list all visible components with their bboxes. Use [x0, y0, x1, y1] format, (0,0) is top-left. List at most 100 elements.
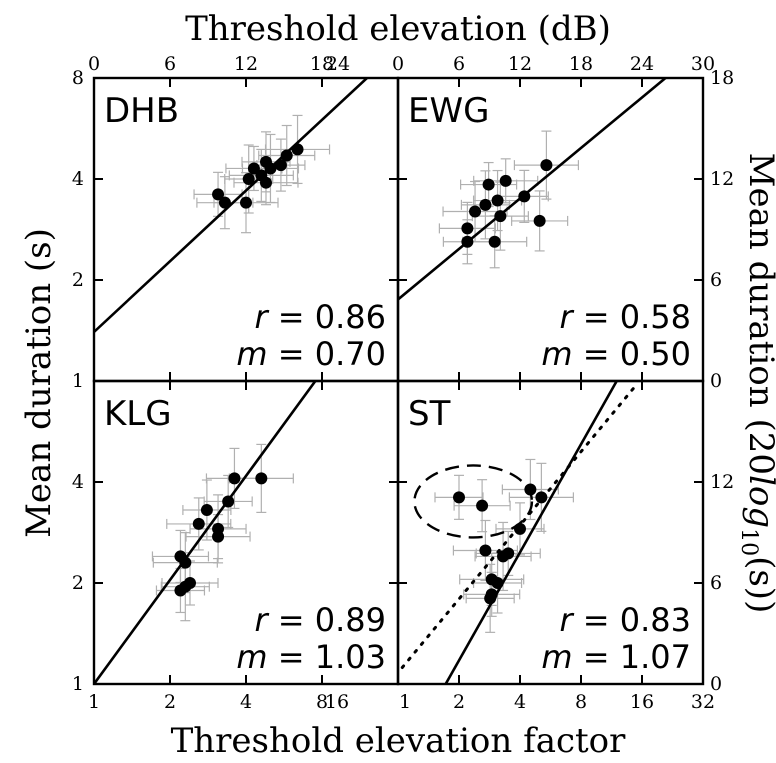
left-axis-title: Mean duration (s) — [19, 228, 59, 538]
data-point — [183, 577, 196, 589]
data-point — [540, 159, 553, 172]
right-axis-title-part-4: (s)) — [741, 556, 776, 613]
plot-area — [94, 381, 317, 684]
m-value: m = 1.03 — [236, 638, 386, 676]
x-tick-label-bottom: 8 — [316, 691, 328, 713]
x-tick-label-top: 24 — [630, 53, 654, 75]
data-point — [192, 517, 205, 530]
x-tick-label-bottom: 8 — [575, 691, 587, 713]
r-value: r = 0.83 — [559, 601, 691, 639]
data-point — [491, 577, 504, 589]
bottom-axis-title: Threshold elevation factor — [171, 721, 627, 761]
x-tick-label-top: 0 — [88, 53, 100, 75]
data-point — [461, 222, 474, 235]
panel-klg: KLG r = 0.89m = 1.03 — [92, 379, 400, 686]
data-point — [476, 499, 489, 512]
data-point — [524, 483, 537, 496]
data-point — [242, 173, 255, 185]
data-point — [479, 198, 492, 211]
y-tick-label-left: 8 — [72, 67, 84, 89]
x-tick-label-bottom: 1 — [88, 691, 100, 713]
x-tick-label-bottom: 2 — [453, 691, 465, 713]
x-tick-label-top: 30 — [691, 53, 715, 75]
x-tick-label-top: 18 — [569, 53, 593, 75]
panel-label: KLG — [104, 394, 172, 434]
r-value: r = 0.58 — [559, 298, 691, 336]
x-tick-label-bottom: 16 — [630, 691, 654, 713]
y-tick-label-left: 4 — [72, 471, 84, 493]
data-point — [469, 205, 482, 218]
x-tick-label-top: 18 — [310, 53, 334, 75]
panels: DHB r = 0.86m = 0.70 EWG r = 0.58m = 0.50 KL… — [92, 76, 705, 686]
data-point — [488, 235, 501, 248]
x-tick-label-top: 12 — [508, 53, 532, 75]
right-axis-title-sub: 10 — [736, 528, 761, 556]
panel-label: EWG — [408, 91, 489, 131]
x-tick-label-bottom: 16 — [325, 691, 349, 713]
panel-ewg: EWG r = 0.58m = 0.50 — [396, 76, 705, 383]
y-tick-label-right: 12 — [710, 168, 734, 190]
data-point — [240, 196, 252, 209]
data-point — [264, 162, 277, 175]
fit-line — [94, 78, 369, 333]
plot-area — [94, 78, 369, 333]
y-tick-label-right: 0 — [710, 673, 722, 695]
panel-dhb: DHB r = 0.86m = 0.70 — [92, 76, 400, 383]
m-value: m = 1.07 — [541, 638, 691, 676]
y-tick-label-left: 1 — [72, 370, 84, 392]
data-point — [461, 235, 474, 248]
data-point — [494, 210, 507, 223]
x-tick-label-top: 0 — [392, 53, 404, 75]
y-tick-label-left: 4 — [72, 168, 84, 190]
x-tick-label-bottom: 4 — [514, 691, 526, 713]
plot-area — [398, 78, 668, 301]
data-point — [212, 530, 225, 543]
y-tick-label-right: 0 — [710, 370, 722, 392]
fit-line — [398, 78, 668, 301]
m-value: m = 0.50 — [541, 335, 691, 373]
fit-line — [444, 381, 619, 684]
data-point — [535, 491, 548, 504]
panel-st: ST r = 0.83m = 1.07 — [396, 379, 705, 686]
data-point — [499, 174, 512, 187]
data-point — [291, 143, 304, 156]
m-value: m = 0.70 — [236, 335, 386, 373]
data-point — [255, 472, 268, 485]
data-point — [479, 544, 492, 557]
data-point — [518, 190, 531, 203]
data-point — [502, 547, 515, 560]
data-point — [200, 504, 213, 517]
data-point — [274, 159, 287, 172]
r-value: r = 0.89 — [254, 601, 386, 639]
data-point — [485, 588, 498, 601]
x-tick-label-top: 12 — [234, 53, 258, 75]
x-tick-label-top: 24 — [326, 53, 350, 75]
data-point — [222, 495, 235, 508]
right-axis-title: Mean duration (20log10(s)) — [736, 153, 776, 614]
data-point — [259, 176, 272, 189]
y-tick-label-right: 6 — [710, 269, 722, 291]
data-point — [212, 188, 225, 201]
outlier-ellipse — [413, 464, 534, 539]
data-point — [453, 491, 465, 504]
y-tick-label-right: 18 — [710, 67, 734, 89]
panel-label: DHB — [104, 91, 179, 131]
y-tick-label-left: 2 — [72, 269, 84, 291]
right-axis-title-part-1: Mean duration (20 — [741, 153, 776, 475]
x-tick-label-bottom: 1 — [399, 691, 411, 713]
right-axis-title-log: log — [741, 475, 776, 528]
x-tick-label-top: 6 — [164, 53, 176, 75]
data-point — [218, 196, 231, 209]
y-tick-label-right: 6 — [710, 572, 722, 594]
data-point — [280, 149, 293, 162]
data-point — [533, 214, 546, 227]
data-point — [482, 178, 495, 191]
data-point — [179, 556, 192, 569]
r-value: r = 0.86 — [254, 298, 386, 336]
data-point — [491, 194, 504, 207]
fit-line — [94, 381, 317, 684]
top-axis-title: Threshold elevation (dB) — [185, 9, 611, 49]
x-tick-label-bottom: 32 — [691, 691, 715, 713]
